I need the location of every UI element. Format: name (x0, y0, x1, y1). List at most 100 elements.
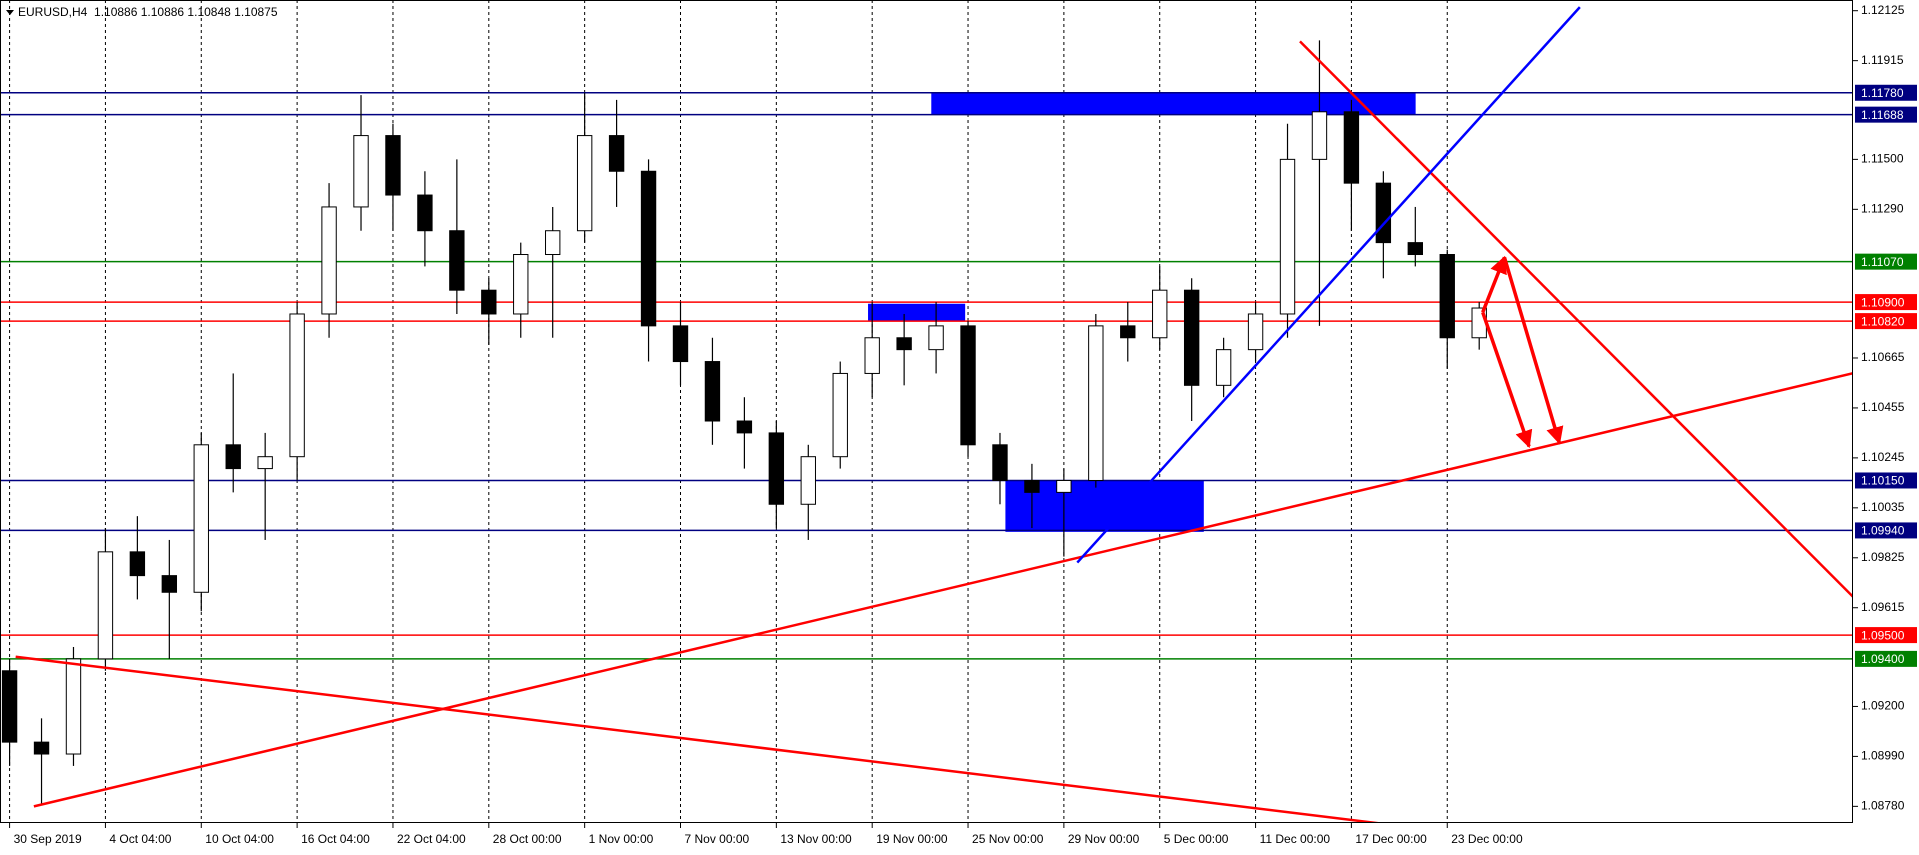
candle-body (672, 325, 689, 363)
candle-body (1, 670, 18, 743)
level-label-box (1855, 294, 1917, 311)
trendline (1076, 6, 1581, 564)
level-label-box (1855, 522, 1917, 539)
zone (931, 92, 1416, 115)
trendline (15, 655, 1387, 823)
chart-title: EURUSD,H4 1.10886 1.10886 1.10848 1.1087… (18, 5, 278, 19)
candle-body (928, 325, 944, 351)
title-marker (6, 10, 14, 15)
x-tick-label: 5 Dec 00:00 (1164, 832, 1229, 846)
candle-body (289, 313, 305, 458)
candle-body (1183, 289, 1200, 386)
candle-body (257, 456, 273, 470)
x-tick-label: 28 Oct 00:00 (493, 832, 562, 846)
level-label-box (1855, 650, 1917, 667)
x-tick-label: 16 Oct 04:00 (301, 832, 370, 846)
candle-body (576, 135, 593, 232)
candle-body (193, 444, 209, 593)
candle-body (1088, 325, 1104, 481)
level-label: 1.10820 (1861, 314, 1905, 328)
level-label-box (1855, 627, 1917, 644)
y-tick-label: 1.10455 (1861, 400, 1905, 414)
candle-body (832, 372, 848, 458)
x-tick-label: 17 Dec 00:00 (1355, 832, 1427, 846)
candle-body (704, 361, 721, 422)
candle-body (992, 444, 1008, 481)
candle-body (129, 551, 146, 577)
y-tick-label: 1.09615 (1861, 600, 1905, 614)
candle-body (545, 230, 561, 256)
candle-body (1439, 254, 1455, 339)
y-tick-label: 1.11290 (1861, 201, 1904, 215)
y-tick-label: 1.09200 (1861, 699, 1905, 713)
trendline (33, 371, 1853, 808)
candle-body (225, 444, 241, 470)
level-label-box (1855, 253, 1917, 270)
y-tick-label: 1.11915 (1861, 53, 1904, 67)
x-tick-label: 13 Nov 00:00 (780, 832, 852, 846)
x-tick-label: 19 Nov 00:00 (876, 832, 948, 846)
candle-body (1247, 313, 1264, 351)
candle-body (1375, 182, 1392, 244)
candle-body (1343, 111, 1360, 184)
y-tick-label: 1.12125 (1861, 3, 1905, 17)
candle-body (65, 658, 82, 755)
level-label: 1.10150 (1861, 474, 1905, 488)
level-label: 1.09400 (1861, 652, 1905, 666)
candle-body (481, 289, 497, 315)
candle-body (161, 575, 178, 593)
x-tick-label: 22 Oct 04:00 (397, 832, 466, 846)
x-tick-label: 29 Nov 00:00 (1068, 832, 1140, 846)
x-tick-label: 23 Dec 00:00 (1451, 832, 1523, 846)
level-label: 1.11070 (1861, 255, 1904, 269)
candle-body (1311, 111, 1328, 160)
y-tick-label: 1.08990 (1861, 749, 1905, 763)
candle-body (385, 135, 401, 196)
y-tick-label: 1.10665 (1861, 350, 1905, 364)
candle-body (768, 432, 785, 505)
x-tick-label: 4 Oct 04:00 (109, 832, 171, 846)
level-label: 1.09500 (1861, 628, 1905, 642)
x-tick-label: 25 Nov 00:00 (972, 832, 1044, 846)
candle-body (1407, 242, 1423, 256)
x-tick-label: 30 Sep 2019 (14, 832, 82, 846)
candle-body (321, 206, 337, 315)
level-label: 1.09940 (1861, 524, 1905, 538)
candle-body (97, 551, 114, 660)
x-tick-label: 7 Nov 00:00 (684, 832, 749, 846)
level-label: 1.10900 (1861, 295, 1905, 309)
candle-body (864, 337, 880, 374)
level-label-box (1855, 472, 1917, 489)
y-tick-label: 1.09825 (1861, 550, 1905, 564)
candle-body (896, 337, 912, 351)
level-label-box (1855, 84, 1917, 101)
candle-body (513, 254, 529, 315)
candle-body (1120, 325, 1136, 339)
arrow (1502, 256, 1564, 445)
candle-body (1215, 349, 1232, 386)
x-tick-label: 1 Nov 00:00 (589, 832, 654, 846)
candle-body (1056, 479, 1072, 493)
candle-body (960, 325, 976, 446)
candle-body (640, 170, 657, 327)
candle-body (608, 135, 625, 172)
y-tick-label: 1.10035 (1861, 500, 1905, 514)
candle-body (353, 135, 369, 208)
candle-body (449, 230, 465, 291)
candle-body (736, 420, 753, 434)
candle-body (800, 456, 816, 505)
candle-body (33, 741, 50, 755)
y-tick-label: 1.11500 (1861, 152, 1904, 166)
level-label: 1.11688 (1861, 108, 1904, 122)
zone (868, 303, 966, 321)
candle-body (417, 194, 433, 232)
candle-body (1152, 289, 1168, 339)
plot (0, 0, 1853, 823)
level-label-box (1855, 106, 1917, 123)
candle-body (1279, 158, 1296, 315)
level-label-box (1855, 313, 1917, 330)
arrow (1481, 255, 1507, 313)
trendline (1299, 40, 1853, 598)
